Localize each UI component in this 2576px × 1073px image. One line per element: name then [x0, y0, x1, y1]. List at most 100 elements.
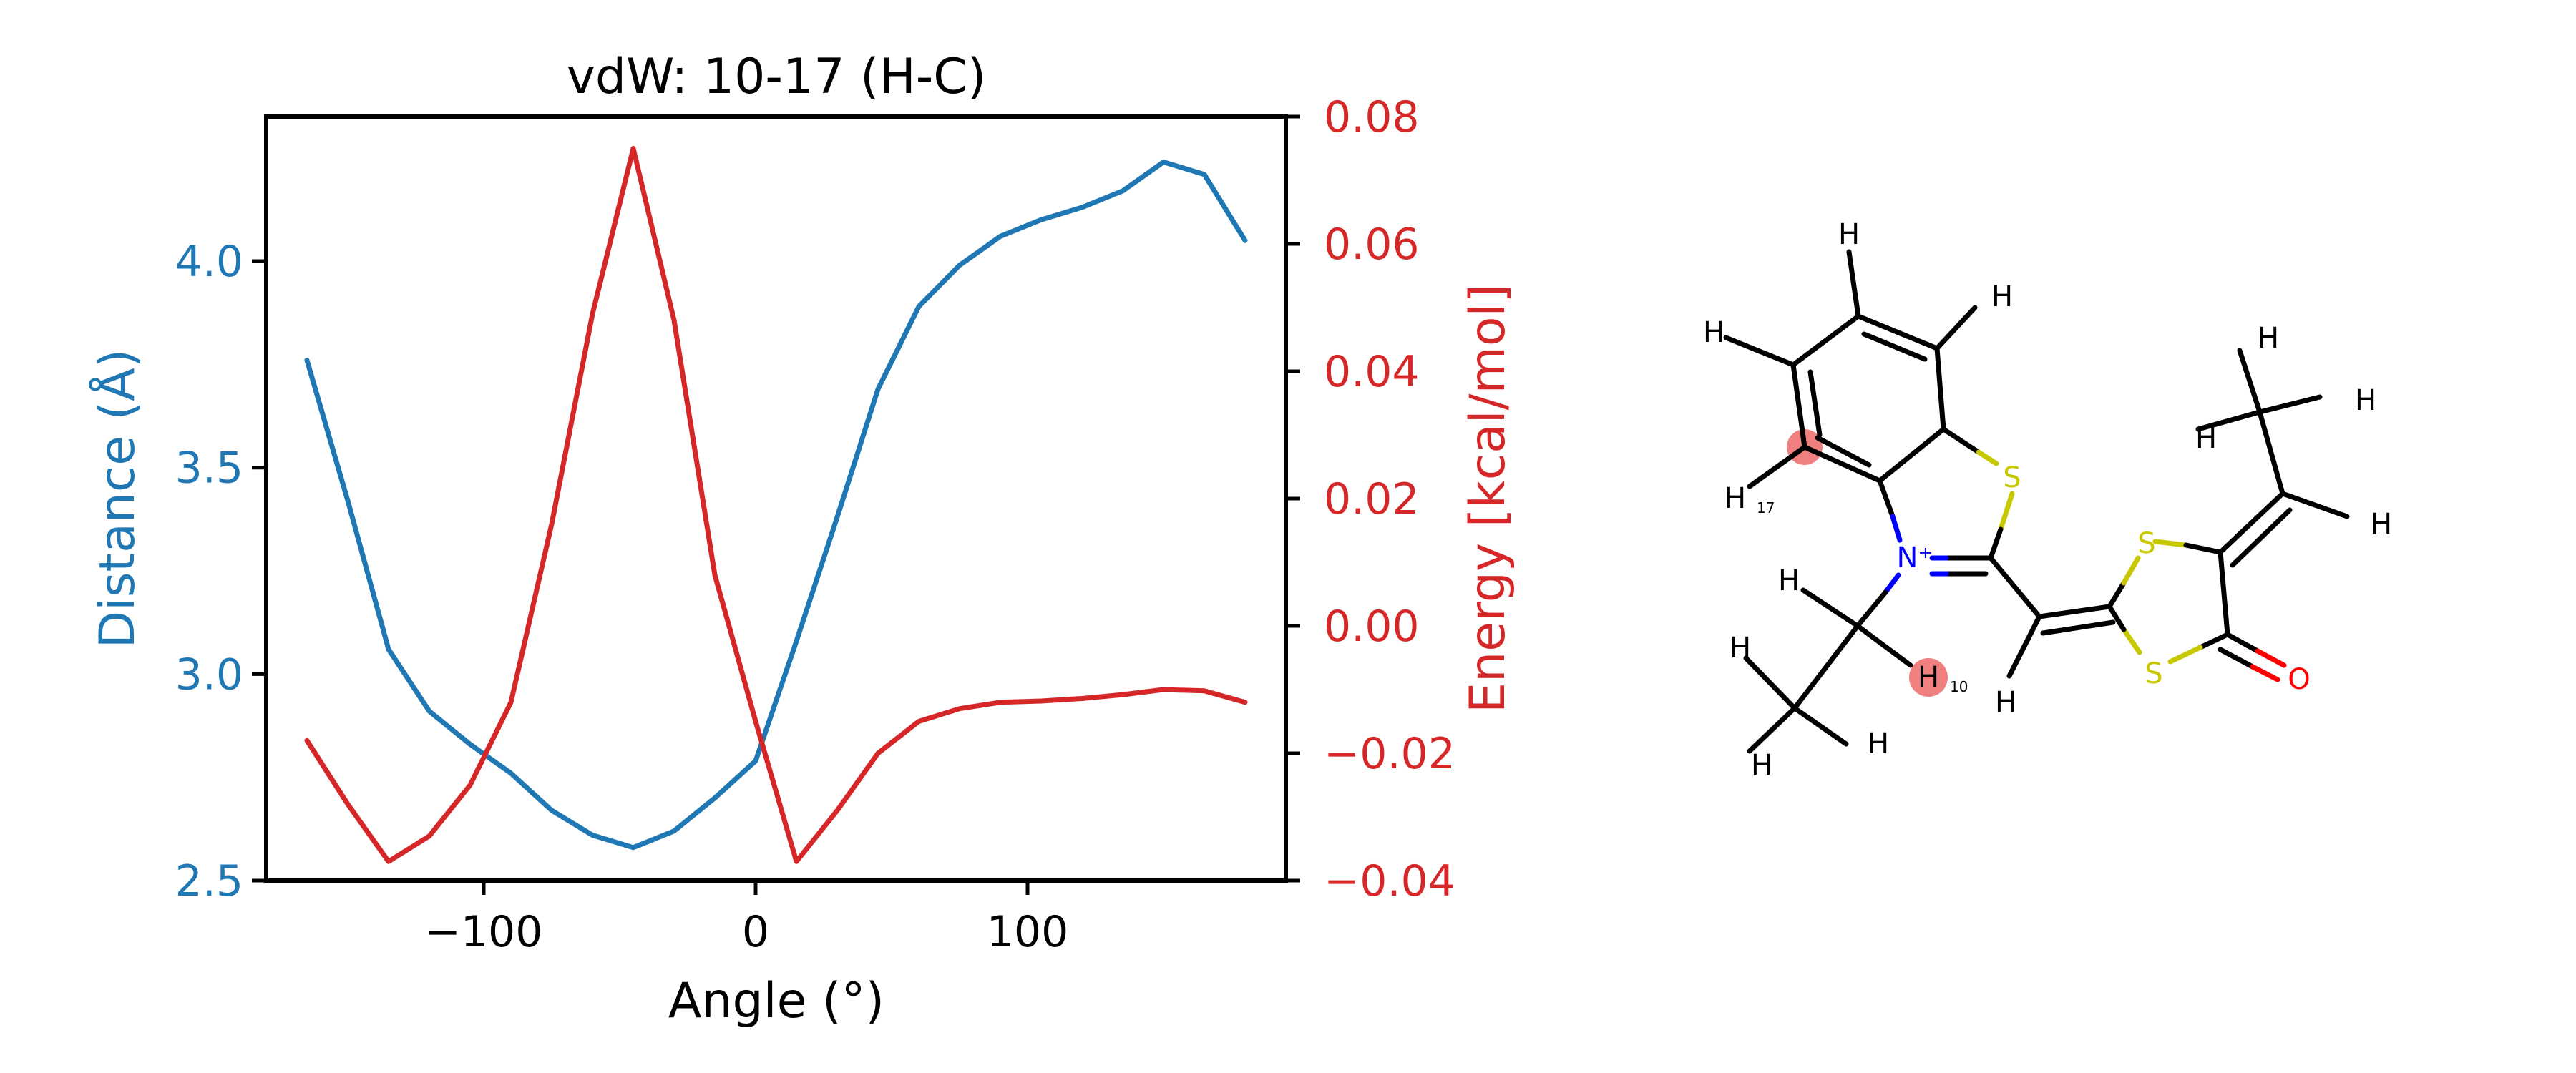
bond [1792, 623, 1860, 711]
bond [1747, 444, 1807, 489]
y-right-tick-label: 0.08 [1324, 92, 1420, 142]
bond [1747, 705, 1797, 754]
y-axis-right: −0.04 −0.02 0.00 0.02 0.04 0.06 0.08 [1286, 92, 1455, 906]
bond [2183, 542, 2223, 555]
series-layer [304, 146, 1248, 864]
bond [2121, 555, 2141, 586]
atom-label-h6: H [1729, 632, 1751, 665]
bond [2257, 409, 2285, 496]
bond [1800, 587, 1860, 629]
bond [1846, 249, 1861, 319]
bond-inner [2218, 647, 2255, 670]
atom-label-o1: O [2288, 663, 2310, 696]
plot-frame [264, 114, 1288, 883]
bond-inner [2250, 664, 2280, 682]
highlight-atom-10 [1909, 658, 1948, 697]
bond [2121, 627, 2142, 655]
distance-series-line [304, 160, 1248, 851]
bond [1723, 335, 1796, 368]
bond [2195, 409, 2263, 432]
bond [2257, 394, 2323, 415]
y-right-tick-label: −0.02 [1324, 729, 1455, 779]
atom-label-s1: S [2003, 461, 2021, 494]
y-left-tick-label: 2.5 [175, 856, 243, 906]
y-right-tick-label: 0.06 [1324, 220, 1420, 270]
y-left-tick-label: 3.0 [175, 650, 243, 700]
y-right-tick-label: 0.04 [1324, 347, 1420, 397]
y-left-tick-label: 4.0 [175, 237, 243, 287]
atom-label-h8: H [1868, 727, 1889, 760]
bond [1792, 705, 1849, 747]
x-tick-label: 0 [742, 907, 769, 957]
bond-inner [1807, 369, 1823, 438]
x-tick-label: −100 [425, 907, 543, 957]
bond [2107, 580, 2127, 609]
bond [2036, 604, 2112, 619]
bond [1790, 313, 1861, 368]
atom-label-h1: H [1838, 218, 1860, 251]
bond [2167, 645, 2203, 665]
bond [2237, 348, 2263, 415]
bond [1855, 313, 1940, 351]
y-left-tick-label: 3.5 [175, 444, 243, 494]
atom-label-h2: H [1991, 280, 2013, 313]
bond [1790, 362, 1807, 450]
atom-label-h13: H [2195, 422, 2217, 455]
bond [2255, 648, 2287, 668]
bond [2225, 632, 2260, 654]
bond [1877, 426, 1946, 484]
atom-label-h4: H [1724, 482, 1746, 515]
y-right-tick-label: 0.02 [1324, 474, 1420, 524]
bond [1988, 555, 2042, 619]
bond [1988, 526, 2004, 561]
y-axis-left-label: Distance (Å) [88, 349, 146, 649]
bond [1976, 449, 1999, 466]
bond [2218, 491, 2285, 555]
atom-label-h9: H [1918, 661, 1939, 694]
atom-label-n1: N⁺ [1896, 542, 1933, 574]
bond [1998, 491, 2015, 532]
bond [2107, 604, 2127, 632]
atom-label-h11: H [2258, 322, 2279, 355]
bond [2152, 539, 2189, 548]
bond [1883, 572, 1901, 595]
bond [1934, 346, 1946, 432]
bond-inner [1815, 435, 1872, 468]
atom-label-h3: H [1703, 316, 1724, 349]
atom-index-17: 17 [1757, 499, 1775, 516]
y-axis-left: 2.5 3.0 3.5 4.0 [175, 237, 266, 906]
bond [1934, 305, 1978, 351]
x-tick-label: 100 [987, 907, 1069, 957]
dual-axis-line-chart: vdW: 10-17 (H-C) −100 0 100 2.5 3.0 3.5 4.0 −… [88, 49, 1516, 1029]
bond-inner [2230, 507, 2293, 568]
atom-label-h10: H [1995, 686, 2016, 719]
bond [2197, 632, 2230, 650]
atom-label-h12: H [2355, 384, 2376, 417]
bond [1743, 655, 1797, 711]
chart-title: vdW: 10-17 (H-C) [567, 49, 987, 105]
bond [1855, 623, 1913, 668]
bond [1855, 589, 1888, 629]
y-right-tick-label: −0.04 [1324, 856, 1455, 906]
atom-label-s2: S [2137, 527, 2155, 560]
bond [1802, 444, 1883, 484]
x-axis: −100 0 100 [425, 881, 1069, 957]
atom-label-h14: H [2371, 508, 2392, 541]
bond [2280, 491, 2350, 519]
x-axis-label: Angle (°) [668, 973, 884, 1029]
bond [2006, 614, 2042, 679]
atom-label-h7: H [1751, 749, 1772, 782]
bond [1890, 514, 1903, 543]
atom-index-10: 10 [1950, 678, 1968, 695]
y-axis-right-label: Energy [kcal/mol] [1460, 284, 1516, 713]
energy-series-line [304, 146, 1248, 864]
y-right-tick-label: 0.00 [1324, 602, 1420, 652]
atom-label-s3: S [2145, 657, 2162, 690]
bond [2218, 549, 2230, 637]
bond-inner [2040, 619, 2116, 636]
atom-label-h5: H [1778, 564, 1800, 597]
bond-inner [1861, 331, 1928, 362]
bond [1877, 478, 1896, 519]
